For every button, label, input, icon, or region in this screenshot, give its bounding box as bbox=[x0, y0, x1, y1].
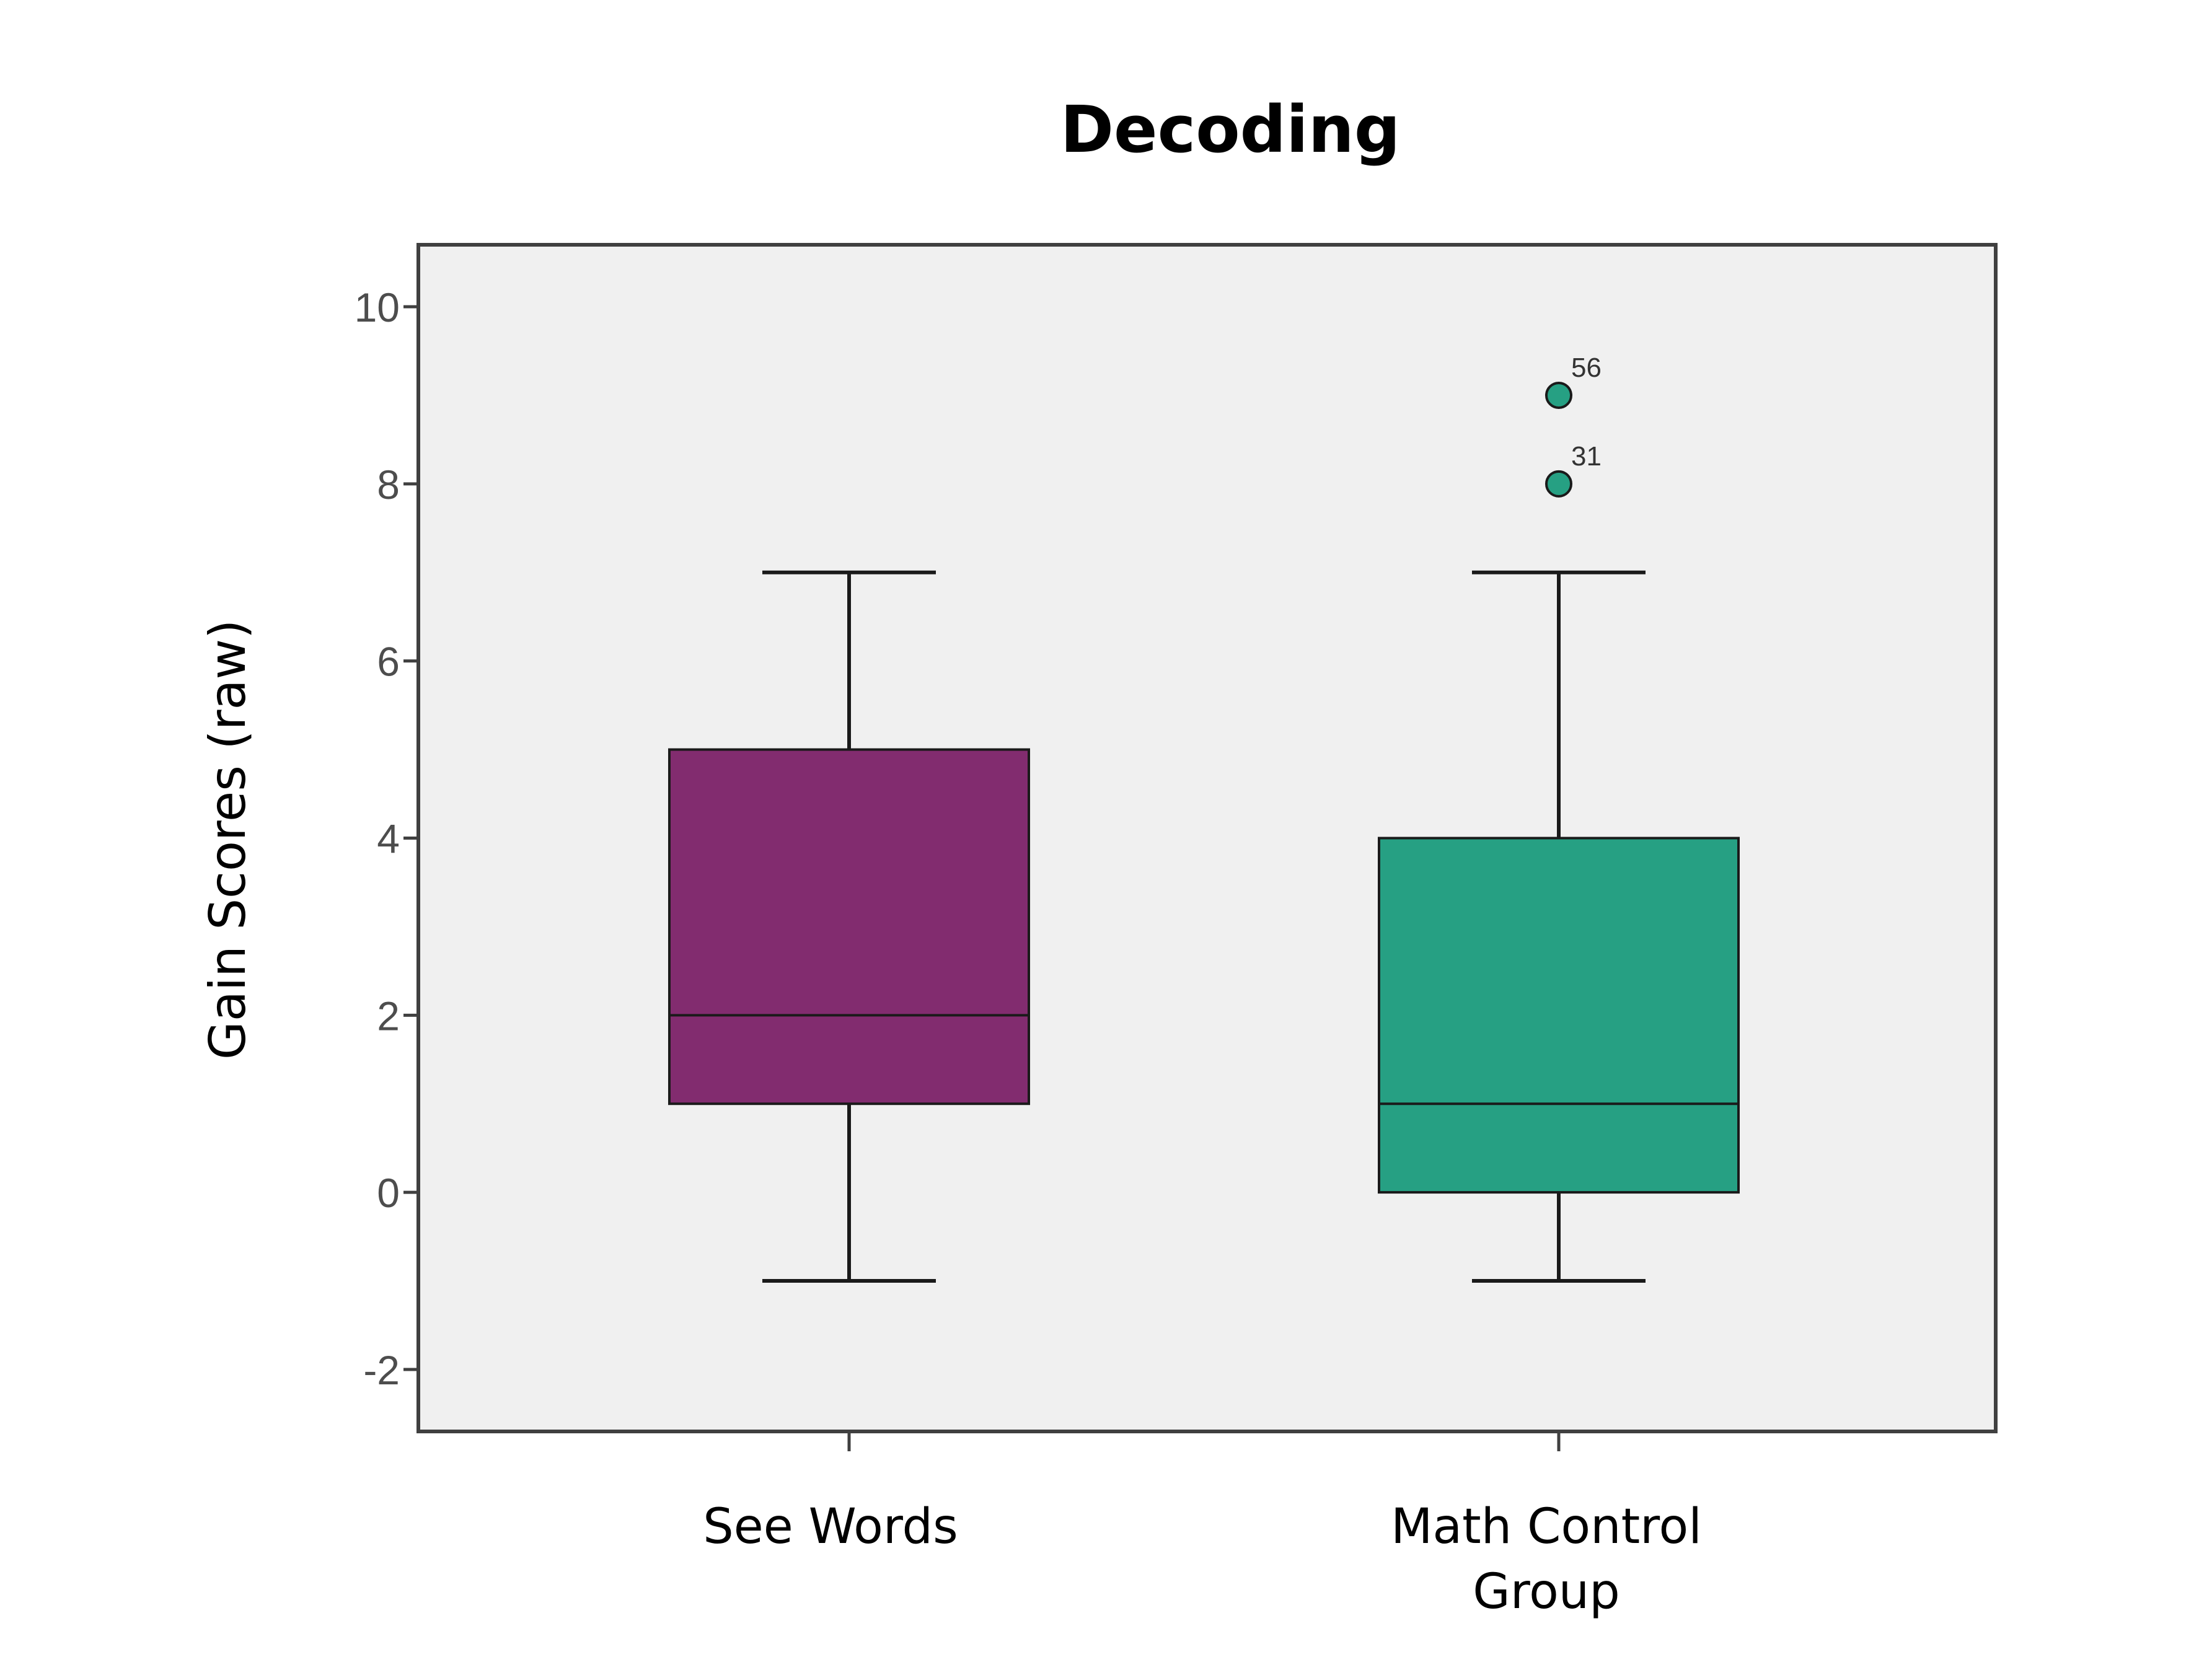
box bbox=[668, 748, 1030, 1105]
outlier-label: 56 bbox=[1571, 353, 1602, 383]
plot-area bbox=[416, 243, 1998, 1433]
category-label: Math Control bbox=[1391, 1499, 1702, 1555]
category-label: See Words bbox=[703, 1499, 958, 1555]
outlier-label: 31 bbox=[1571, 441, 1602, 472]
y-tick-label: 8 bbox=[377, 462, 400, 508]
y-tick-label: 4 bbox=[377, 816, 400, 862]
y-tick-label: -2 bbox=[363, 1347, 400, 1393]
y-tick-label: 6 bbox=[377, 639, 400, 685]
y-tick-label: 0 bbox=[377, 1170, 400, 1216]
chart-title: Decoding bbox=[1060, 92, 1401, 167]
box bbox=[1378, 837, 1740, 1194]
category-label: Group bbox=[1473, 1564, 1619, 1620]
y-tick-label: 10 bbox=[355, 284, 400, 330]
outlier-point bbox=[1545, 381, 1572, 409]
outlier-point bbox=[1545, 470, 1572, 498]
y-tick-label: 2 bbox=[377, 993, 400, 1039]
y-axis-label: Gain Scores (raw) bbox=[199, 620, 257, 1060]
